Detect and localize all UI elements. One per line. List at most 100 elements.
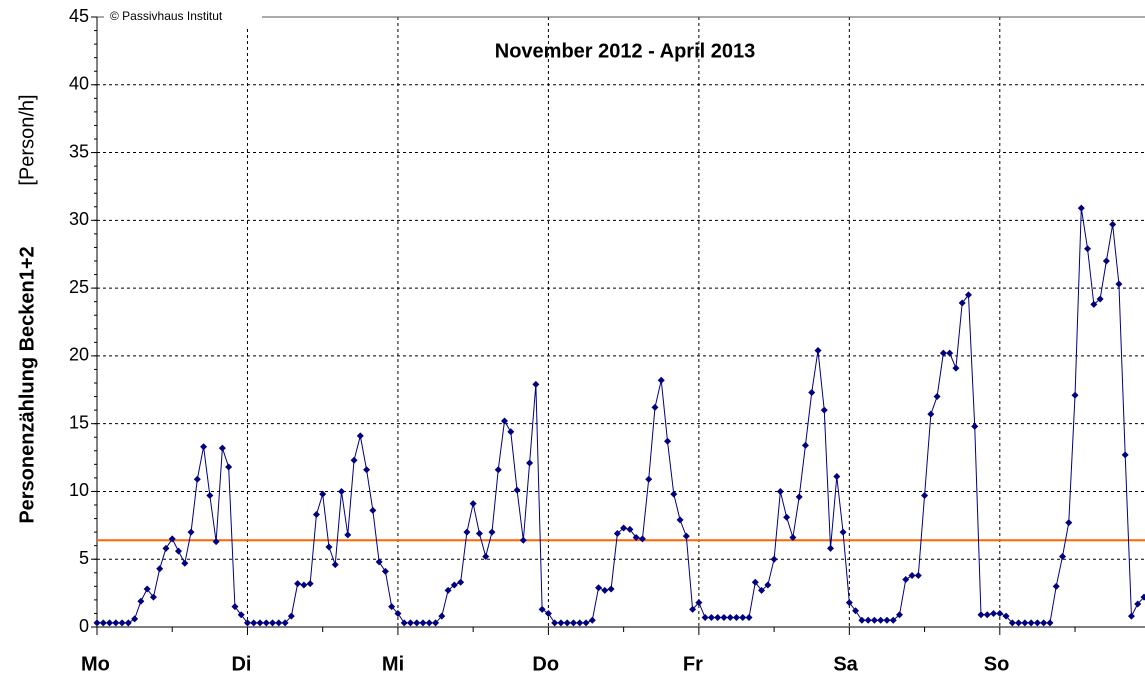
data-point — [124, 619, 132, 627]
data-point — [582, 619, 590, 627]
data-point — [312, 510, 320, 518]
data-point — [801, 441, 809, 449]
data-point — [877, 616, 885, 624]
data-point — [1027, 619, 1035, 627]
data-point — [413, 619, 421, 627]
y-tick-label: 25 — [69, 277, 89, 297]
data-point — [864, 616, 872, 624]
data-point — [1102, 257, 1110, 265]
data-point — [914, 571, 922, 579]
y-axis-label: Personenzählung Becken1+2 [Person/h] — [16, 94, 38, 523]
data-point — [783, 513, 791, 521]
data-point — [237, 611, 245, 619]
data-point — [356, 432, 364, 440]
y-tick-label: 15 — [69, 412, 89, 432]
data-point — [538, 605, 546, 613]
data-point — [983, 611, 991, 619]
data-point — [218, 444, 226, 452]
data-point — [651, 403, 659, 411]
data-point — [557, 619, 565, 627]
data-point — [739, 614, 747, 622]
data-point — [1084, 245, 1092, 253]
data-point — [294, 580, 302, 588]
data-point — [463, 528, 471, 536]
data-point — [1115, 280, 1123, 288]
data-point — [331, 561, 339, 569]
data-point — [482, 553, 490, 561]
y-tick-label: 40 — [69, 74, 89, 94]
data-point — [143, 585, 151, 593]
data-point — [939, 349, 947, 357]
data-point — [344, 531, 352, 539]
y-tick-label: 45 — [69, 6, 89, 26]
series-line — [97, 208, 1145, 624]
data-point — [306, 580, 314, 588]
data-point — [281, 619, 289, 627]
data-point — [526, 459, 534, 467]
data-point — [394, 609, 402, 617]
y-tick-label: 35 — [69, 141, 89, 161]
data-point — [1058, 553, 1066, 561]
data-point — [657, 376, 665, 384]
x-tick-label: Mo — [81, 653, 110, 675]
x-tick-label: So — [984, 653, 1010, 675]
data-point — [626, 525, 634, 533]
data-point — [808, 388, 816, 396]
x-tick-label: Fr — [683, 653, 703, 675]
data-point — [958, 299, 966, 307]
data-point — [501, 417, 509, 425]
data-point — [1040, 619, 1048, 627]
data-point — [996, 609, 1004, 617]
data-point — [632, 534, 640, 542]
data-point — [820, 406, 828, 414]
data-point — [363, 466, 371, 474]
data-point — [613, 529, 621, 537]
data-point — [1140, 593, 1145, 601]
data-point — [494, 466, 502, 474]
data-point — [852, 607, 860, 615]
data-point — [670, 490, 678, 498]
data-point — [707, 614, 715, 622]
data-point — [569, 619, 577, 627]
data-point — [338, 487, 346, 495]
y-tick-label: 20 — [69, 345, 89, 365]
data-point — [770, 555, 778, 563]
data-point — [1071, 391, 1079, 399]
data-point — [1065, 519, 1073, 527]
data-point — [112, 619, 120, 627]
data-point — [488, 528, 496, 536]
data-point — [1077, 204, 1085, 212]
data-point — [563, 619, 571, 627]
data-point — [720, 614, 728, 622]
data-point — [250, 619, 258, 627]
data-point — [513, 486, 521, 494]
data-point — [1090, 300, 1098, 308]
data-point — [1127, 612, 1135, 620]
data-point — [162, 544, 170, 552]
data-point — [908, 571, 916, 579]
data-point — [187, 528, 195, 536]
data-point — [795, 493, 803, 501]
data-point — [645, 475, 653, 483]
data-point — [689, 605, 697, 613]
data-point — [300, 581, 308, 589]
data-point — [231, 603, 239, 611]
data-point — [419, 619, 427, 627]
data-point — [789, 534, 797, 542]
data-point — [776, 487, 784, 495]
data-point — [1033, 619, 1041, 627]
data-point — [927, 410, 935, 418]
data-point — [607, 585, 615, 593]
data-point — [1121, 451, 1129, 459]
data-point — [532, 380, 540, 388]
y-tick-label: 10 — [69, 480, 89, 500]
data-point — [519, 536, 527, 544]
annotation: © Passivhaus Institut — [110, 9, 223, 23]
data-point — [870, 616, 878, 624]
data-point — [544, 609, 552, 617]
data-point — [764, 581, 772, 589]
data-point — [551, 619, 559, 627]
data-point — [450, 581, 458, 589]
data-point — [469, 500, 477, 508]
